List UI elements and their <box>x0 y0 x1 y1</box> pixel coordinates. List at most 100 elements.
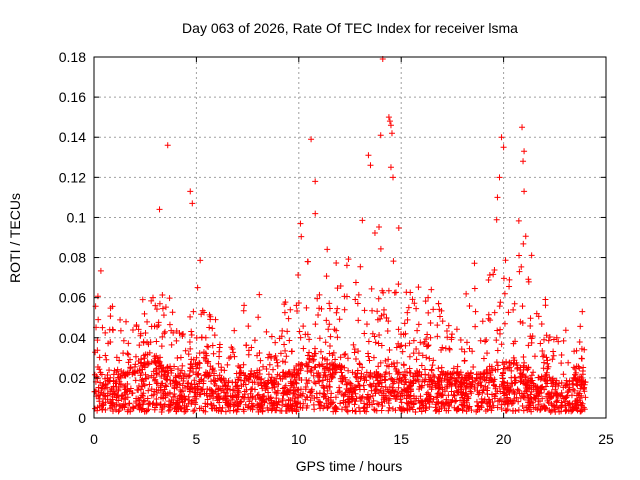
data-point <box>306 349 313 356</box>
data-point <box>287 380 294 387</box>
data-point <box>129 390 136 397</box>
data-point <box>465 381 472 388</box>
data-point <box>136 397 143 404</box>
data-point <box>300 390 307 397</box>
data-point <box>455 384 462 391</box>
data-point <box>328 390 335 397</box>
data-point <box>436 306 443 313</box>
data-point <box>562 327 569 334</box>
data-point <box>374 400 381 407</box>
x-tick-label: 5 <box>193 431 201 447</box>
data-point <box>445 322 452 329</box>
data-point <box>485 377 492 384</box>
data-point <box>411 300 418 307</box>
data-point <box>153 338 160 345</box>
data-point <box>173 408 180 415</box>
data-point <box>286 337 293 344</box>
data-point <box>187 345 194 352</box>
data-point <box>519 371 526 378</box>
data-point <box>573 347 580 354</box>
data-point <box>385 114 392 121</box>
data-point <box>544 380 551 387</box>
data-point <box>227 392 234 399</box>
data-point <box>581 346 588 353</box>
data-point <box>369 392 376 399</box>
data-point <box>100 381 107 388</box>
data-point <box>210 372 217 379</box>
grid <box>94 57 606 418</box>
data-point <box>284 328 291 335</box>
data-point <box>185 393 192 400</box>
data-point <box>466 373 473 380</box>
data-point <box>94 407 101 414</box>
data-point <box>436 375 443 382</box>
data-point <box>188 381 195 388</box>
data-point <box>371 406 378 413</box>
data-point <box>286 370 293 377</box>
data-point <box>424 389 431 396</box>
data-point <box>263 396 270 403</box>
data-point <box>302 331 309 338</box>
data-point <box>580 378 587 385</box>
data-point <box>237 364 244 371</box>
data-point <box>518 263 525 270</box>
data-point <box>162 382 169 389</box>
data-point <box>375 295 382 302</box>
data-point <box>228 344 235 351</box>
data-point <box>344 355 351 362</box>
data-point <box>104 377 111 384</box>
data-point <box>558 399 565 406</box>
data-point <box>490 271 497 278</box>
data-point <box>203 392 210 399</box>
data-point <box>398 399 405 406</box>
data-point <box>191 407 198 414</box>
data-point <box>426 355 433 362</box>
data-point <box>366 357 373 364</box>
data-point <box>144 395 151 402</box>
data-point <box>357 263 364 270</box>
data-point <box>109 396 116 403</box>
data-point <box>395 380 402 387</box>
data-point <box>148 297 155 304</box>
data-point <box>198 311 205 318</box>
data-point <box>107 388 114 395</box>
data-point <box>293 363 300 370</box>
data-point <box>251 379 258 386</box>
data-point <box>425 309 432 316</box>
data-point <box>180 372 187 379</box>
data-point <box>304 258 311 265</box>
data-point <box>363 408 370 415</box>
data-point <box>372 390 379 397</box>
data-point <box>291 398 298 405</box>
data-point <box>385 407 392 414</box>
data-point <box>175 366 182 373</box>
data-point <box>223 390 230 397</box>
data-point <box>113 354 120 361</box>
data-point <box>521 380 528 387</box>
data-point <box>263 366 270 373</box>
data-point <box>375 363 382 370</box>
data-point <box>453 377 460 384</box>
data-point <box>453 326 460 333</box>
data-point <box>545 390 552 397</box>
data-point <box>564 392 571 399</box>
data-point <box>315 378 322 385</box>
data-point <box>485 277 492 284</box>
data-point <box>543 332 550 339</box>
data-point <box>478 382 485 389</box>
data-point <box>519 402 526 409</box>
data-point <box>493 359 500 366</box>
data-point <box>212 378 219 385</box>
data-point <box>196 378 203 385</box>
data-point <box>508 367 515 374</box>
data-point <box>364 394 371 401</box>
data-point <box>520 240 527 247</box>
data-point <box>122 372 129 379</box>
data-point <box>308 392 315 399</box>
data-point <box>312 321 319 328</box>
data-point <box>393 367 400 374</box>
data-point <box>487 402 494 409</box>
data-point <box>110 377 117 384</box>
data-point <box>258 403 265 410</box>
data-point <box>502 365 509 372</box>
